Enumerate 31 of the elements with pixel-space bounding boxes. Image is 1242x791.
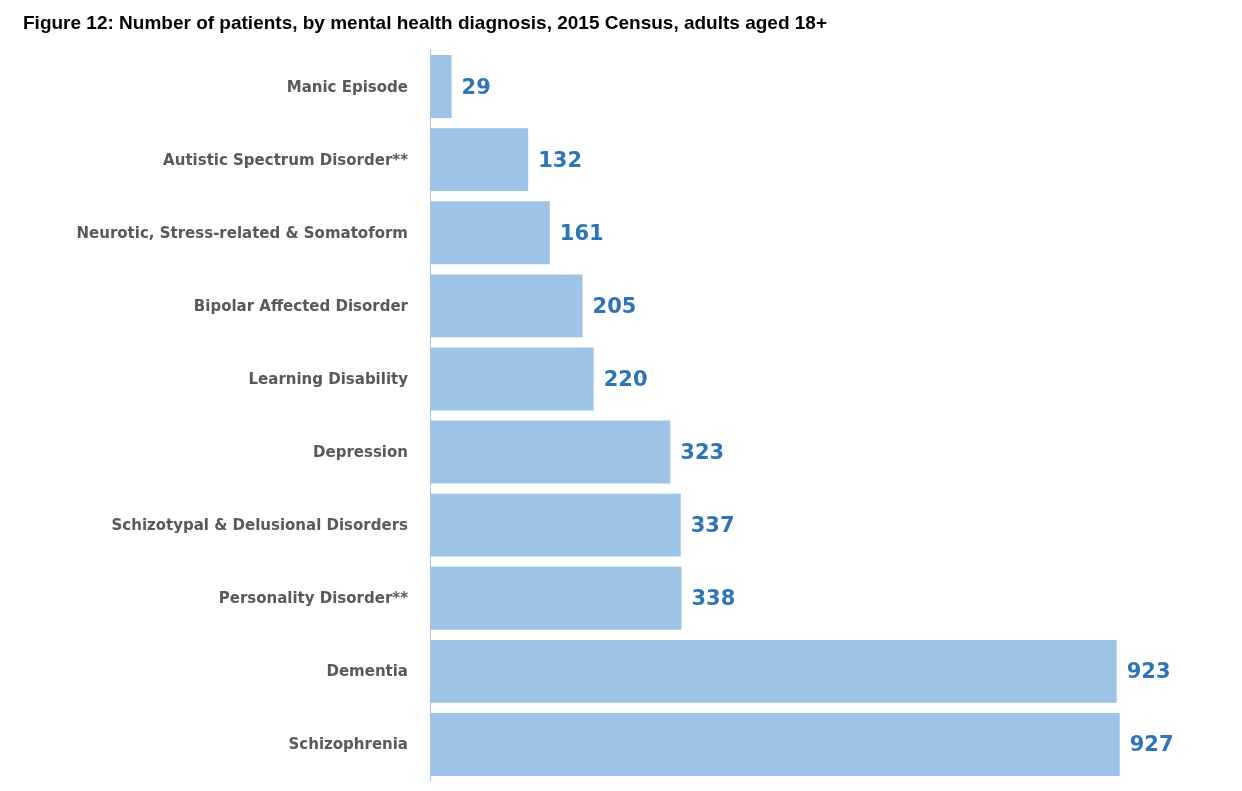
y-tick-label: Schizophrenia xyxy=(288,735,408,754)
bar xyxy=(430,347,594,411)
y-tick-label: Dementia xyxy=(326,662,408,681)
bar xyxy=(430,128,529,192)
data-label: 338 xyxy=(691,586,736,611)
y-tick-label: Personality Disorder** xyxy=(218,589,409,608)
bar xyxy=(430,274,583,338)
data-label: 29 xyxy=(461,74,491,99)
y-tick-label: Learning Disability xyxy=(248,369,409,388)
y-tick-label: Neurotic, Stress-related & Somatoform xyxy=(76,223,408,242)
data-label: 161 xyxy=(559,220,604,245)
data-label: 220 xyxy=(603,366,648,391)
y-tick-label: Bipolar Affected Disorder xyxy=(193,296,409,315)
y-tick-label: Autistic Spectrum Disorder** xyxy=(163,150,409,169)
bar xyxy=(430,493,681,557)
data-label: 323 xyxy=(680,440,725,465)
data-label: 923 xyxy=(1126,659,1171,684)
bar xyxy=(430,55,452,118)
chart-title: Figure 12: Number of patients, by mental health diagnosis, 2015 Census, adults aged 18+ xyxy=(23,12,828,33)
data-label: 927 xyxy=(1129,732,1174,757)
bar xyxy=(430,639,1117,703)
data-label: 132 xyxy=(538,147,583,172)
y-tick-label: Schizotypal & Delusional Disorders xyxy=(111,516,409,535)
bar xyxy=(430,420,671,484)
y-tick-label: Manic Episode xyxy=(286,77,408,96)
bar xyxy=(430,201,550,265)
data-label: 337 xyxy=(690,513,735,538)
y-tick-label: Depression xyxy=(313,443,408,462)
bar xyxy=(430,566,682,630)
data-label: 205 xyxy=(592,293,637,318)
bar xyxy=(430,713,1120,776)
